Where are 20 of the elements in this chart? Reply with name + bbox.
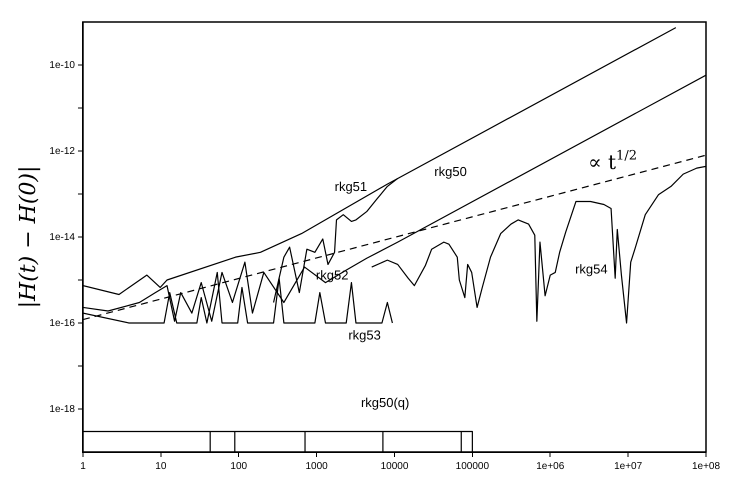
annotation: rkg50	[434, 164, 467, 180]
x-tick-label: 100000	[456, 460, 490, 472]
annotation: rkg50(q)	[360, 394, 410, 410]
y-axis-title: |H(t) − H(0)|	[16, 166, 41, 308]
x-tick-label: 1e+06	[536, 460, 565, 472]
y-tick-label: 1e-14	[49, 232, 76, 243]
y-tick-label: 1e-18	[49, 404, 76, 415]
annotation: rkg54	[575, 261, 608, 276]
y-tick-label: 1e-16	[49, 318, 76, 329]
x-tick-label: 100	[230, 460, 248, 472]
y-tick-label: 1e-10	[49, 60, 76, 71]
annotation: rkg51	[334, 179, 368, 194]
x-tick-label: 10000	[380, 460, 409, 472]
x-tick-label: 10	[155, 460, 167, 472]
y-tick-label: 1e-12	[49, 146, 76, 157]
annotation: rkg53	[348, 327, 381, 342]
x-tick-label: 1000	[305, 460, 328, 472]
x-tick-label: 1e+07	[614, 460, 643, 472]
x-tick-label: 1e+08	[692, 460, 720, 472]
x-tick-label: 1	[80, 460, 86, 472]
